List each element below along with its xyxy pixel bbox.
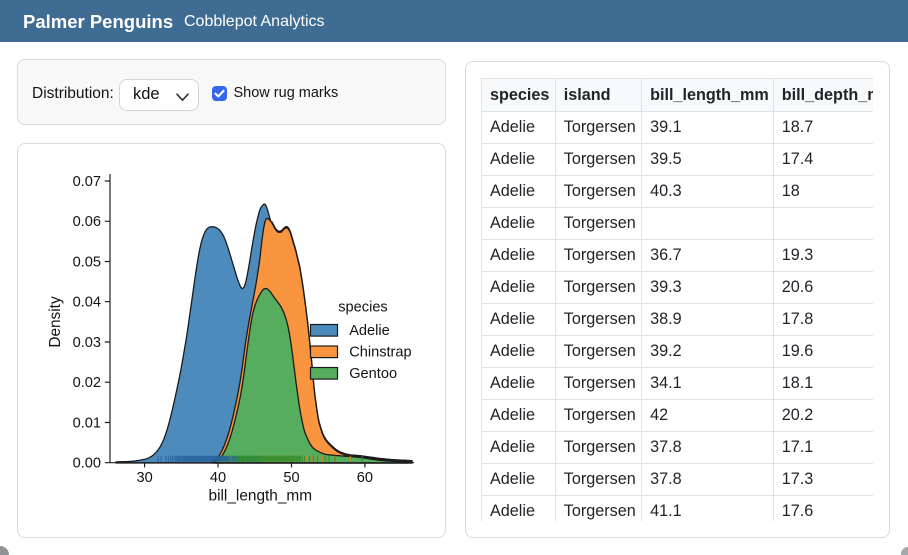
svg-text:60: 60 [357,470,373,486]
svg-text:Gentoo: Gentoo [349,366,397,382]
svg-text:50: 50 [283,470,299,486]
svg-text:0.07: 0.07 [73,174,101,190]
svg-text:0.03: 0.03 [73,335,101,351]
svg-text:species: species [338,300,387,316]
svg-text:0.02: 0.02 [73,375,101,391]
svg-text:Chinstrap: Chinstrap [349,344,411,360]
svg-text:40: 40 [210,470,226,486]
svg-text:0.05: 0.05 [73,254,101,270]
svg-text:bill_length_mm: bill_length_mm [209,488,313,505]
svg-text:30: 30 [136,470,152,486]
svg-text:0.04: 0.04 [73,295,101,311]
svg-text:Density: Density [47,296,64,348]
svg-text:0.00: 0.00 [73,456,101,472]
svg-text:0.06: 0.06 [73,214,101,230]
svg-text:0.01: 0.01 [73,415,101,431]
svg-text:Adelie: Adelie [349,323,390,339]
